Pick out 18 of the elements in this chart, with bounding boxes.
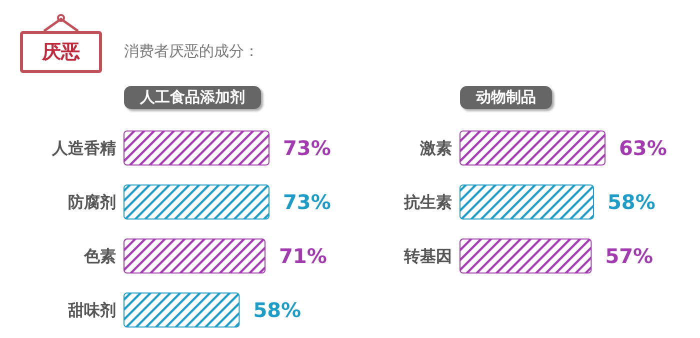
y-tick-label: 色素 bbox=[83, 246, 116, 266]
chart-title: 动物制品 bbox=[460, 86, 552, 109]
text: 消费者厌恶的成分： bbox=[124, 42, 259, 61]
data-label: 63% bbox=[619, 136, 667, 160]
data-label: 73% bbox=[283, 136, 331, 160]
data-label: 58% bbox=[607, 190, 656, 214]
y-tick-label: 防腐剂 bbox=[68, 192, 116, 212]
chart-title: 人工食品添加剂 bbox=[124, 86, 261, 109]
data-label: 58% bbox=[253, 298, 302, 322]
data-label: 73% bbox=[283, 190, 331, 214]
y-tick-label: 抗生素 bbox=[403, 192, 452, 212]
y-tick-label: 转基因 bbox=[403, 246, 452, 266]
y-tick-label: 甜味剂 bbox=[67, 300, 116, 320]
text: 厌恶 bbox=[20, 31, 102, 73]
data-label: 57% bbox=[605, 244, 654, 268]
data-label: 71% bbox=[279, 244, 327, 268]
y-tick-label: 人造香精 bbox=[51, 138, 116, 158]
y-tick-label: 激素 bbox=[419, 138, 452, 158]
